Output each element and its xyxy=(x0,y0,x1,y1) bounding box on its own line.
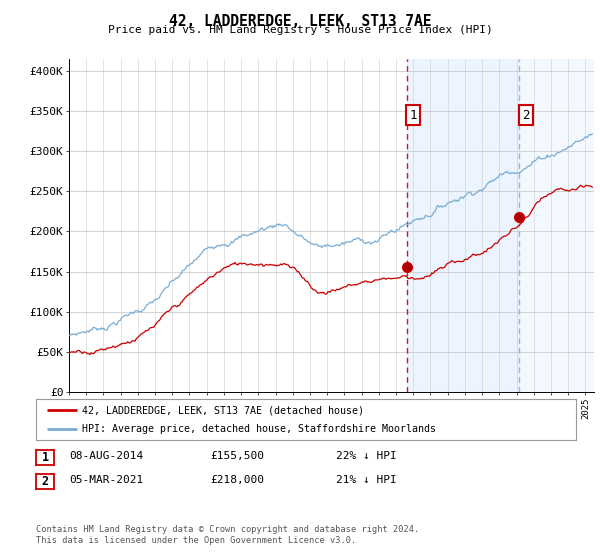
Text: £218,000: £218,000 xyxy=(210,475,264,486)
Bar xyxy=(407,59,520,392)
Text: 05-MAR-2021: 05-MAR-2021 xyxy=(69,475,143,486)
Text: Price paid vs. HM Land Registry's House Price Index (HPI): Price paid vs. HM Land Registry's House … xyxy=(107,25,493,35)
Text: 2: 2 xyxy=(41,475,49,488)
Text: HPI: Average price, detached house, Staffordshire Moorlands: HPI: Average price, detached house, Staf… xyxy=(82,424,436,433)
Text: 42, LADDEREDGE, LEEK, ST13 7AE: 42, LADDEREDGE, LEEK, ST13 7AE xyxy=(169,14,431,29)
Text: 1: 1 xyxy=(409,109,417,122)
Bar xyxy=(520,59,594,392)
Text: £155,500: £155,500 xyxy=(210,451,264,461)
Text: 22% ↓ HPI: 22% ↓ HPI xyxy=(336,451,397,461)
Text: 42, LADDEREDGE, LEEK, ST13 7AE (detached house): 42, LADDEREDGE, LEEK, ST13 7AE (detached… xyxy=(82,405,364,415)
Text: Contains HM Land Registry data © Crown copyright and database right 2024.
This d: Contains HM Land Registry data © Crown c… xyxy=(36,525,419,545)
Text: 1: 1 xyxy=(41,451,49,464)
Text: 08-AUG-2014: 08-AUG-2014 xyxy=(69,451,143,461)
Text: 21% ↓ HPI: 21% ↓ HPI xyxy=(336,475,397,486)
Text: 2: 2 xyxy=(522,109,530,122)
